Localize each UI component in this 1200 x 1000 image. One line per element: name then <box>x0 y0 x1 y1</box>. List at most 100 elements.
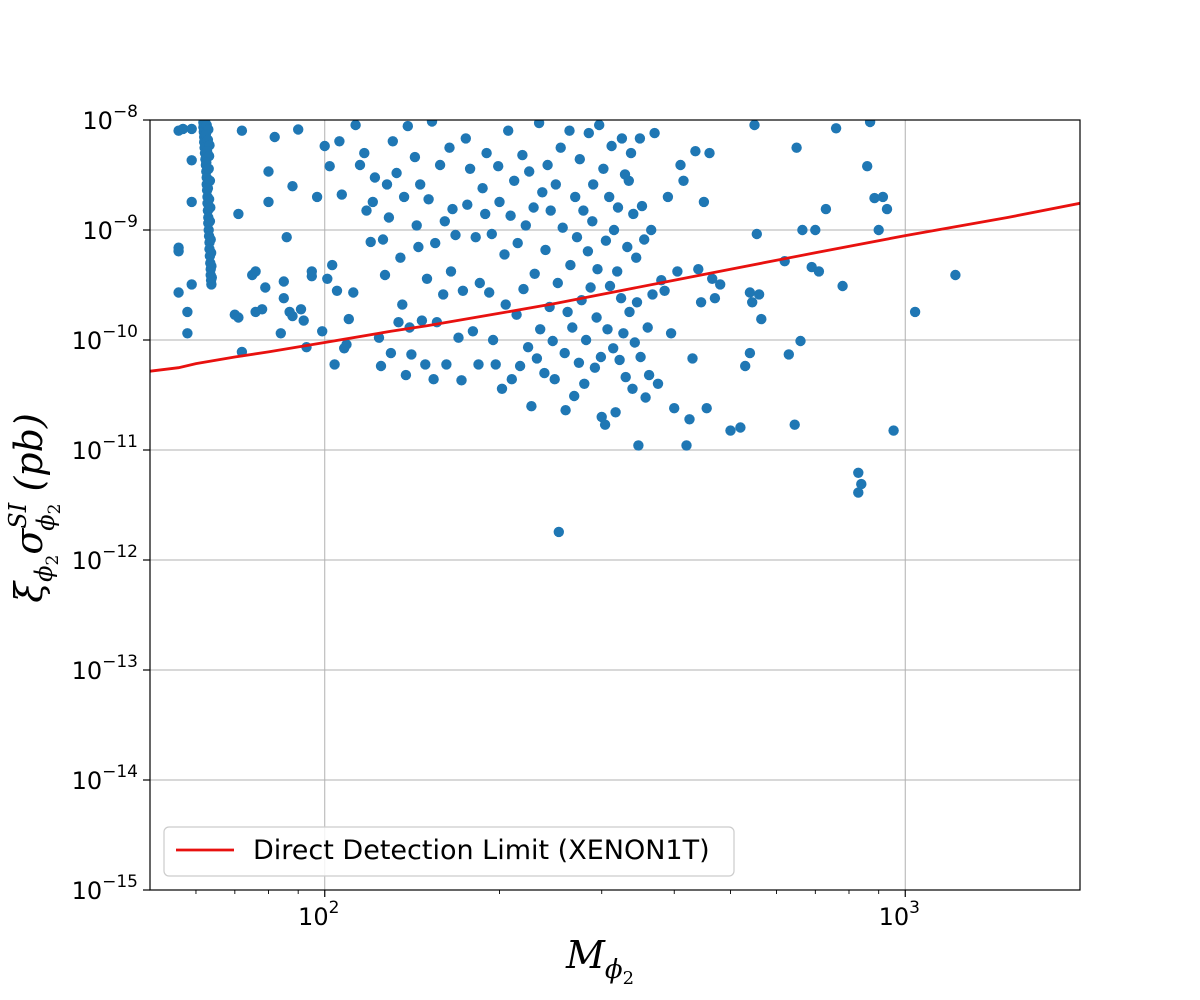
scatter-point <box>457 285 469 296</box>
scatter-point <box>542 159 553 171</box>
scatter-point <box>395 252 406 263</box>
svg-text:ξϕ2σSIϕ2 (pb): ξϕ2σSIϕ2 (pb) <box>4 413 65 603</box>
scatter-point <box>398 191 410 203</box>
scatter-point <box>203 194 215 205</box>
scatter-point <box>853 467 864 478</box>
y-tick-label: 10−10 <box>72 322 138 355</box>
scatter-point <box>311 191 323 203</box>
scatter-point <box>490 359 501 370</box>
scatter-point <box>753 289 765 300</box>
scatter-point <box>336 189 347 200</box>
scatter-point <box>629 337 640 348</box>
scatter-point <box>631 252 642 263</box>
scatter-point <box>278 276 289 287</box>
scatter-point <box>537 187 548 198</box>
scatter-point <box>518 283 529 295</box>
scatter-point <box>562 306 573 318</box>
scatter-point <box>623 175 634 186</box>
scatter-point <box>421 273 433 284</box>
scatter-point <box>535 324 546 335</box>
scatter-point <box>420 359 431 370</box>
scatter-point <box>460 133 471 144</box>
scatter-point <box>612 202 624 213</box>
scatter-point <box>608 224 620 236</box>
x-tick-label: 103 <box>879 898 920 931</box>
scatter-point <box>574 154 585 165</box>
scatter-point <box>631 297 643 308</box>
scatter-point <box>409 151 421 163</box>
scatter-point <box>317 326 328 337</box>
scatter-point <box>477 183 488 194</box>
scatter-point <box>182 328 193 339</box>
scatter-point <box>186 279 197 290</box>
scatter-point <box>635 351 646 363</box>
scatter-point <box>434 159 446 171</box>
scatter-point <box>480 208 491 220</box>
scatter-point <box>354 159 366 171</box>
scatter-point <box>350 120 361 131</box>
scatter-point <box>756 313 767 325</box>
scatter-point <box>177 123 189 135</box>
scatter-point <box>690 146 701 157</box>
scatter-point <box>406 349 417 360</box>
scatter-point <box>539 367 550 379</box>
scatter-point <box>813 266 825 277</box>
scatter-point <box>450 229 461 241</box>
scatter-point <box>365 236 376 248</box>
scatter-point <box>203 163 214 174</box>
scatter-point <box>481 147 492 159</box>
scatter-point <box>789 419 800 430</box>
scatter-point <box>236 125 248 136</box>
scatter-point <box>627 383 638 394</box>
scatter-point <box>640 392 651 403</box>
y-tick-label: 10−11 <box>72 432 138 465</box>
scatter-point <box>634 133 646 144</box>
scatter-point <box>681 440 692 451</box>
scatter-point <box>500 299 511 310</box>
scatter-point <box>701 403 712 414</box>
scatter-point <box>512 237 523 249</box>
scatter-point <box>564 125 575 136</box>
scatter-point <box>250 266 261 277</box>
scatter-point <box>643 369 655 381</box>
scatter-point <box>509 175 520 186</box>
scatter-point <box>293 124 304 135</box>
x-axis-title-sub2: 2 <box>623 968 634 989</box>
scatter-point <box>263 196 274 208</box>
scatter-point <box>426 120 438 127</box>
scatter-point <box>559 347 570 359</box>
scatter-point <box>869 192 880 204</box>
scatter-point <box>387 136 398 147</box>
scatter-point <box>348 287 359 298</box>
scatter-point <box>506 374 517 385</box>
scatter-point <box>441 359 452 370</box>
scatter-point <box>487 334 499 346</box>
x-axis-title-sub: ϕ <box>605 955 623 985</box>
axis-ticks: 102 103 10−8 10−9 10−10 10−11 10−12 10−13 10−14 1… <box>72 102 920 931</box>
svg-text:Mϕ2: Mϕ2 <box>565 933 634 989</box>
scatter-point <box>522 342 534 353</box>
scatter-point <box>604 191 615 203</box>
scatter-point <box>367 196 378 208</box>
scatter-point <box>612 266 623 277</box>
scatter-point <box>462 199 473 210</box>
scatter-point <box>415 179 426 190</box>
legend-label: Direct Detection Limit (XENON1T) <box>253 835 710 866</box>
scatter-point <box>182 306 193 318</box>
scatter-point <box>620 371 631 383</box>
scatter-point <box>740 360 751 372</box>
scatter-point <box>950 269 961 281</box>
scatter-point <box>505 210 516 221</box>
scatter-point <box>205 234 216 245</box>
scatter-point <box>888 425 899 436</box>
scatter-point <box>186 123 197 135</box>
scatter-point <box>709 293 721 304</box>
scatter-point <box>287 181 298 192</box>
scatter-point <box>402 120 413 132</box>
scatter-point <box>206 260 217 272</box>
scatter-point <box>470 232 481 243</box>
scatter-point <box>381 179 393 190</box>
scatter-point <box>591 312 602 323</box>
scatter-point <box>725 425 736 436</box>
